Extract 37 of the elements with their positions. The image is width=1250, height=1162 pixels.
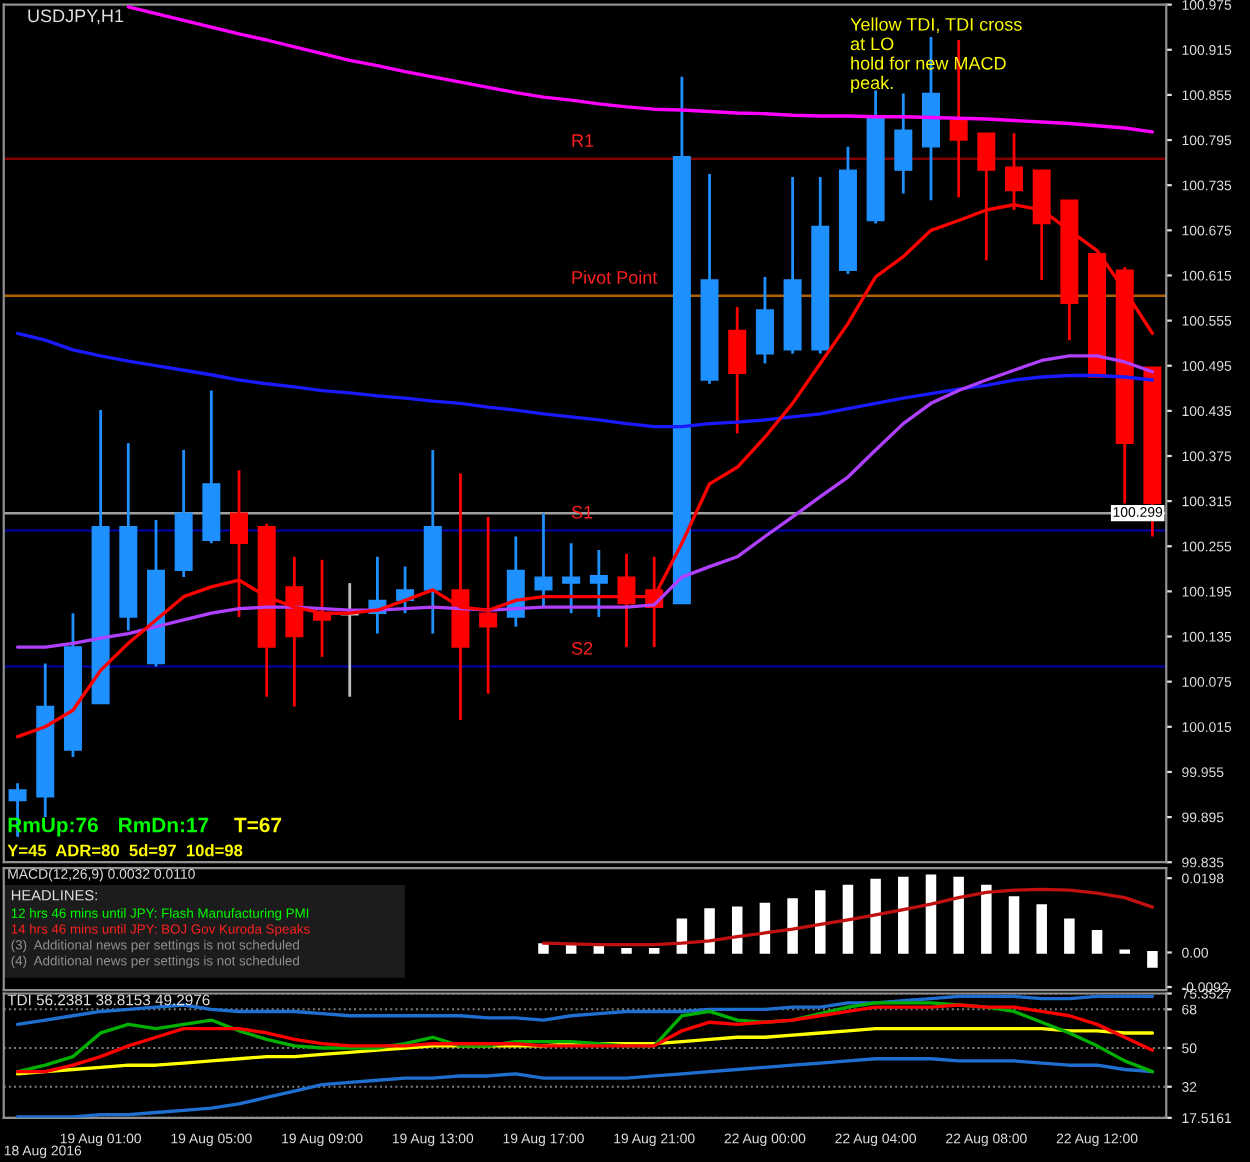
candlestick — [894, 92, 913, 195]
bar — [898, 876, 909, 954]
bar — [538, 943, 549, 954]
candlestick — [755, 275, 774, 365]
candlestick — [562, 541, 581, 615]
annotation: Y=45 ADR=80 5d=97 10d=98 — [7, 844, 243, 857]
line-series — [15, 331, 1155, 429]
bar — [1147, 951, 1158, 968]
bar — [787, 898, 798, 954]
annotation: T=67 — [234, 817, 282, 833]
candlestick — [617, 552, 636, 649]
bar — [925, 874, 937, 954]
bar — [731, 906, 743, 954]
candlestick — [534, 511, 553, 609]
bar — [1091, 930, 1103, 954]
candlestick — [230, 468, 249, 619]
bar — [815, 890, 826, 954]
ref-line-label: R1 — [572, 134, 594, 147]
bar — [870, 878, 881, 954]
line-series — [541, 887, 1155, 947]
annotation: RmDn:17 — [119, 817, 209, 833]
bar — [1036, 904, 1047, 954]
bar — [1008, 896, 1020, 954]
candlestick — [728, 305, 747, 435]
ref-line-label: S2 — [571, 641, 593, 655]
bar — [704, 908, 715, 954]
candlestick — [479, 515, 498, 696]
bar — [981, 884, 992, 954]
chart-title: USDJPY,H1 — [28, 9, 124, 25]
bar — [1064, 918, 1075, 954]
candlestick — [589, 548, 608, 619]
line-series — [15, 1057, 1155, 1118]
ref-line-label: Pivot Point — [572, 270, 658, 284]
bar — [842, 884, 854, 954]
bar — [953, 876, 964, 954]
bar — [759, 902, 771, 954]
line-series — [15, 1026, 1155, 1076]
